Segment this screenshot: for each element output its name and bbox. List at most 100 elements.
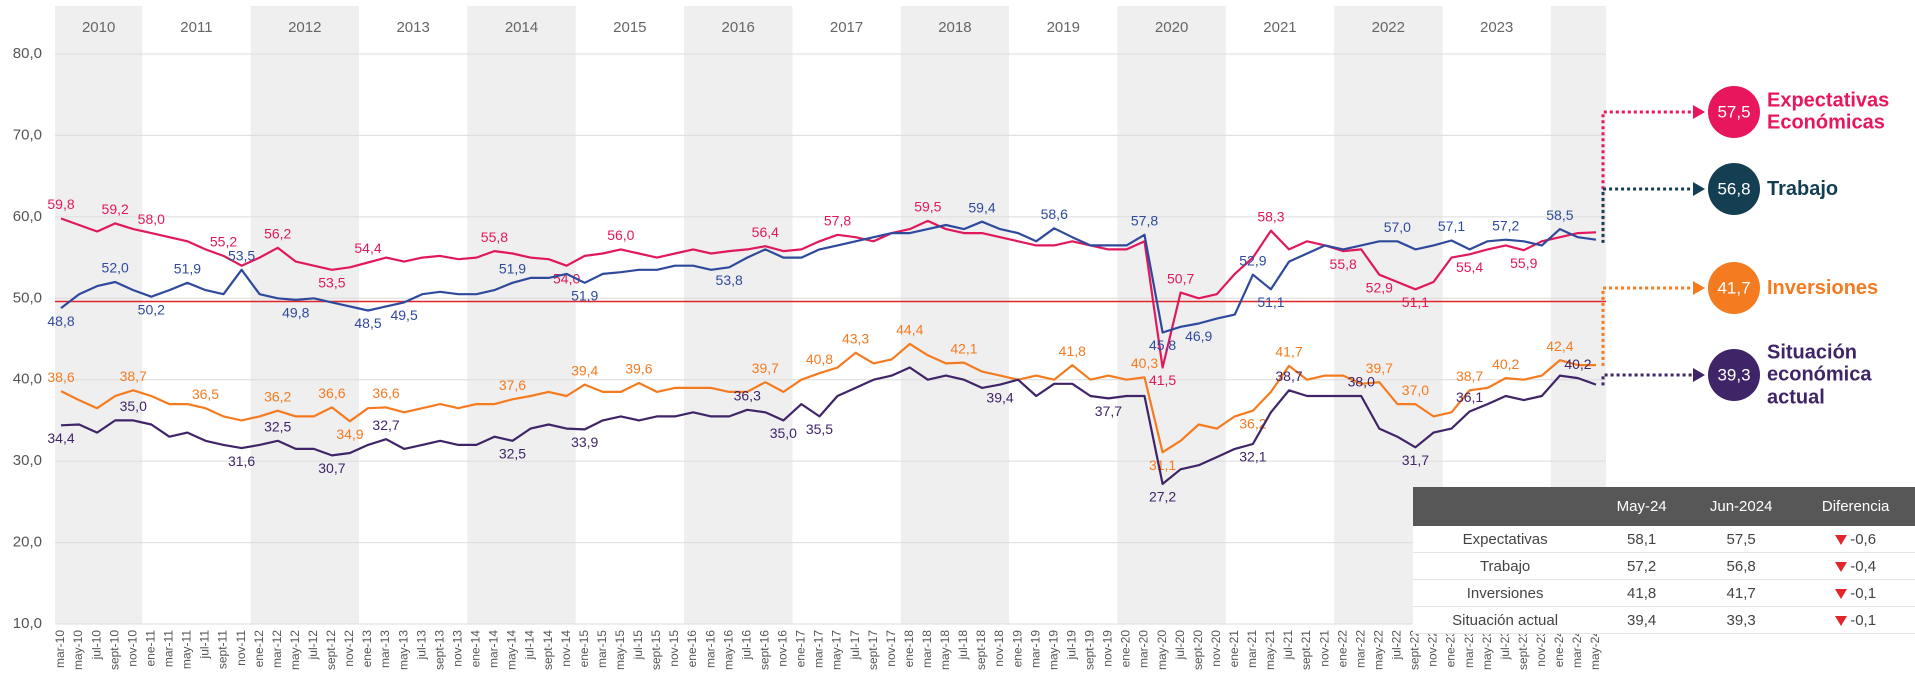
year-band (1117, 6, 1226, 624)
data-label: 52,9 (1366, 279, 1393, 295)
data-label: 36,6 (372, 385, 399, 401)
legend-badge (1708, 262, 1760, 314)
data-label: 59,2 (102, 201, 129, 217)
connector-arrow (1693, 105, 1705, 119)
data-label: 41,5 (1149, 372, 1176, 388)
data-label: 32,5 (499, 445, 526, 461)
cell-text: Situación actual (1452, 611, 1559, 629)
header-cell: Jun-2024 (1686, 487, 1797, 526)
legend-value: 39,3 (1717, 365, 1750, 384)
data-label: 53,8 (716, 272, 743, 288)
data-label: 49,8 (282, 305, 309, 321)
data-label: 35,5 (806, 421, 833, 437)
data-label: 48,5 (354, 315, 381, 331)
data-label: 59,5 (914, 199, 941, 215)
x-tick-label: mar-10 (53, 630, 67, 668)
data-label: 37,6 (499, 377, 526, 393)
cell-text: 41,8 (1627, 584, 1657, 602)
x-tick-label: mar-13 (378, 630, 392, 668)
x-tick-label: sept-16 (757, 630, 771, 670)
x-tick-label: nov-14 (559, 630, 573, 667)
x-tick-label: may-14 (505, 630, 519, 670)
data-label: 39,4 (986, 389, 1013, 405)
x-tick-label: nov-15 (667, 630, 681, 667)
x-tick-label: may-13 (396, 630, 410, 670)
year-label: 2019 (1047, 19, 1080, 36)
cell-text: 56,8 (1726, 557, 1756, 575)
x-tick-label: nov-20 (1209, 630, 1223, 667)
data-label: 31,7 (1402, 452, 1429, 468)
data-label: 59,4 (968, 199, 995, 215)
data-label: 43,3 (842, 331, 869, 347)
legend-connector (1601, 373, 1694, 386)
data-label: 56,4 (752, 224, 779, 240)
data-label: 53,5 (228, 247, 255, 263)
x-tick-label: ene-20 (1119, 630, 1133, 668)
connector-arrow (1693, 368, 1705, 382)
connector-arrow (1693, 182, 1705, 196)
cell-text: Trabajo (1479, 557, 1531, 575)
y-tick-label: 50,0 (13, 289, 42, 306)
data-label: 39,7 (752, 360, 779, 376)
x-tick-label: may-18 (938, 630, 952, 670)
x-tick-label: jul-12 (306, 630, 320, 661)
data-label: 58,6 (1041, 206, 1068, 222)
y-tick-label: 20,0 (13, 534, 42, 551)
data-label: 38,7 (120, 368, 147, 384)
x-tick-label: may-24 (1588, 630, 1602, 670)
x-tick-label: mar-20 (1137, 630, 1151, 668)
x-tick-label: sept-23 (1516, 630, 1530, 670)
data-label: 39,6 (625, 361, 652, 377)
table-cell: 57,2 (1597, 552, 1687, 580)
legend-connector (1601, 187, 1694, 243)
x-tick-label: nov-18 (992, 630, 1006, 667)
data-label: 51,9 (174, 261, 201, 277)
x-tick-label: ene-22 (1335, 630, 1349, 668)
legend-badge (1708, 349, 1760, 401)
data-label: 34,9 (336, 426, 363, 442)
year-label: 2021 (1263, 19, 1296, 36)
x-tick-label: mar-11 (162, 630, 176, 667)
x-tick-label: jul-10 (89, 630, 103, 661)
x-tick-label: jul-11 (198, 630, 212, 660)
data-label: 41,8 (1059, 343, 1086, 359)
data-label: 55,8 (481, 229, 508, 245)
data-label: 44,4 (896, 322, 923, 338)
cell-text: 39,3 (1726, 611, 1756, 629)
year-label: 2013 (396, 19, 429, 36)
x-tick-label: mar-16 (703, 630, 717, 668)
data-label: 54,4 (354, 240, 381, 256)
table-cell: 41,7 (1686, 579, 1797, 607)
x-tick-label: nov-12 (342, 630, 356, 667)
x-tick-label: mar-15 (595, 630, 609, 668)
cell-text: 57,5 (1726, 530, 1756, 548)
data-label: 50,2 (138, 301, 165, 317)
cell-text: -0,1 (1850, 611, 1877, 629)
cell-text: 57,2 (1627, 557, 1657, 575)
table-cell: -0,6 (1796, 526, 1915, 553)
data-label: 34,4 (47, 430, 74, 446)
data-label: 51,9 (571, 288, 598, 304)
year-label: 2012 (288, 19, 321, 36)
data-label: 58,5 (1546, 207, 1573, 223)
year-label: 2023 (1480, 19, 1513, 36)
year-band (684, 6, 793, 624)
x-tick-label: sept-10 (107, 630, 121, 670)
year-label: 2018 (938, 19, 971, 36)
legend-value: 57,5 (1717, 102, 1750, 121)
x-tick-label: nov-22 (1426, 630, 1440, 667)
x-tick-label: jul-15 (631, 630, 645, 661)
y-tick-label: 10,0 (13, 615, 42, 632)
table-cell: Inversiones (1413, 579, 1598, 607)
data-label: 55,4 (1456, 259, 1483, 275)
cell-text: 58,1 (1627, 530, 1657, 548)
x-tick-label: mar-17 (812, 630, 826, 668)
x-tick-label: ene-19 (1010, 630, 1024, 668)
x-tick-label: ene-23 (1444, 630, 1458, 668)
x-tick-label: nov-13 (450, 630, 464, 667)
x-tick-label: sept-15 (649, 630, 663, 670)
x-tick-label: jul-16 (739, 630, 753, 661)
data-label: 36,3 (734, 388, 761, 404)
data-label: 45,8 (1149, 337, 1176, 353)
